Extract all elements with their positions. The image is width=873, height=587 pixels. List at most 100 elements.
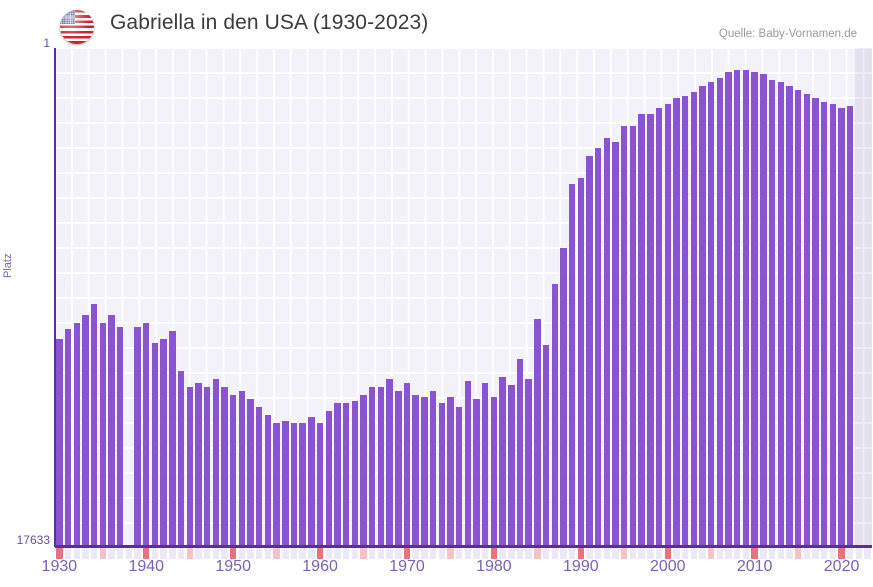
- bar-1965[interactable]: [360, 395, 367, 547]
- bar-1953[interactable]: [256, 407, 263, 547]
- bar-1989[interactable]: [568, 183, 576, 547]
- bar-1935[interactable]: [99, 323, 106, 547]
- bar-1994[interactable]: [612, 141, 619, 547]
- bar-1936[interactable]: [108, 315, 115, 547]
- year-marker-2015: [794, 548, 802, 559]
- bar-1998[interactable]: [647, 113, 654, 547]
- bar-1930[interactable]: [56, 339, 63, 547]
- bar-1981[interactable]: [499, 377, 506, 547]
- bar-1999[interactable]: [655, 107, 663, 547]
- bar-1971[interactable]: [412, 395, 419, 547]
- bar-1988[interactable]: [560, 247, 567, 547]
- bar-1959[interactable]: [308, 417, 315, 547]
- bar-1977[interactable]: [464, 381, 472, 547]
- bar-1950[interactable]: [229, 395, 237, 547]
- bar-1972[interactable]: [421, 397, 428, 547]
- bar-2014[interactable]: [786, 85, 793, 547]
- bar-1933[interactable]: [82, 315, 89, 547]
- year-marker-1986: [542, 548, 550, 559]
- bar-1990[interactable]: [577, 177, 585, 547]
- bar-1962[interactable]: [334, 403, 341, 547]
- bar-1937[interactable]: [116, 327, 124, 547]
- bar-1964[interactable]: [351, 401, 359, 547]
- bar-1963[interactable]: [342, 403, 350, 547]
- bar-1934[interactable]: [90, 303, 98, 547]
- bar-1969[interactable]: [395, 391, 402, 547]
- bar-1942[interactable]: [160, 339, 167, 547]
- bar-1978[interactable]: [473, 399, 480, 547]
- bar-1987[interactable]: [551, 283, 558, 547]
- bar-1968[interactable]: [386, 379, 393, 547]
- bar-2021[interactable]: [847, 105, 854, 547]
- bar-1993[interactable]: [603, 137, 611, 547]
- bar-1951[interactable]: [238, 391, 246, 547]
- bar-1986[interactable]: [542, 345, 550, 547]
- bar-1973[interactable]: [429, 391, 437, 547]
- bar-1974[interactable]: [438, 403, 445, 547]
- bar-1947[interactable]: [203, 387, 211, 547]
- bar-2002[interactable]: [681, 95, 689, 547]
- bar-1967[interactable]: [377, 387, 385, 547]
- bar-2011[interactable]: [760, 73, 767, 547]
- bar-2009[interactable]: [742, 69, 750, 547]
- bar-1997[interactable]: [638, 113, 645, 547]
- bar-2017[interactable]: [812, 97, 819, 547]
- bar-1941[interactable]: [151, 343, 159, 547]
- bar-1976[interactable]: [455, 407, 463, 547]
- bar-2000[interactable]: [664, 103, 671, 547]
- bar-2012[interactable]: [768, 79, 776, 547]
- bar-2016[interactable]: [803, 93, 811, 547]
- bar-2020[interactable]: [838, 107, 845, 547]
- bar-1996[interactable]: [629, 125, 637, 547]
- bar-1982[interactable]: [508, 385, 515, 547]
- bar-1984[interactable]: [525, 379, 532, 547]
- bar-1952[interactable]: [247, 399, 254, 547]
- bar-2010[interactable]: [751, 71, 758, 547]
- bar-2008[interactable]: [734, 69, 741, 547]
- y-axis-top-label: 1: [43, 36, 50, 50]
- bar-2019[interactable]: [829, 103, 837, 547]
- bar-1960[interactable]: [316, 423, 324, 547]
- year-marker-2016: [803, 548, 811, 559]
- bar-1956[interactable]: [282, 421, 289, 547]
- bar-2005[interactable]: [707, 81, 715, 547]
- bar-1946[interactable]: [195, 383, 202, 547]
- year-marker-1964: [351, 548, 359, 559]
- bar-1957[interactable]: [290, 423, 298, 547]
- bar-1932[interactable]: [73, 323, 80, 547]
- bar-1945[interactable]: [186, 387, 193, 547]
- bar-1983[interactable]: [516, 359, 524, 547]
- bar-1966[interactable]: [369, 387, 376, 547]
- bar-1940[interactable]: [143, 323, 150, 547]
- bar-1954[interactable]: [264, 415, 272, 547]
- bar-1958[interactable]: [299, 423, 306, 547]
- bar-1939[interactable]: [134, 327, 141, 547]
- bar-1992[interactable]: [595, 147, 602, 547]
- bar-1943[interactable]: [169, 331, 176, 547]
- bar-2007[interactable]: [725, 71, 732, 547]
- bar-2015[interactable]: [794, 89, 802, 547]
- year-marker-1966: [369, 548, 376, 559]
- year-marker-1962: [334, 548, 341, 559]
- bar-1991[interactable]: [586, 155, 593, 547]
- bar-1931[interactable]: [64, 329, 72, 547]
- bar-1975[interactable]: [447, 397, 454, 547]
- bar-1995[interactable]: [621, 125, 628, 547]
- bar-2004[interactable]: [699, 85, 706, 547]
- bar-2001[interactable]: [673, 97, 680, 547]
- bar-1980[interactable]: [490, 397, 498, 547]
- bar-2013[interactable]: [777, 81, 784, 547]
- bar-1985[interactable]: [534, 319, 541, 547]
- bar-1955[interactable]: [273, 423, 280, 547]
- bar-1961[interactable]: [325, 411, 332, 547]
- bar-1949[interactable]: [221, 387, 228, 547]
- bar-1979[interactable]: [482, 383, 489, 547]
- year-marker-1985: [534, 548, 541, 559]
- bar-1944[interactable]: [177, 371, 185, 547]
- bar-1970[interactable]: [403, 383, 411, 547]
- bar-2003[interactable]: [690, 91, 698, 547]
- usa-flag-icon: [60, 10, 94, 44]
- bar-1948[interactable]: [212, 379, 219, 547]
- bar-2006[interactable]: [716, 77, 724, 547]
- bar-2018[interactable]: [820, 101, 828, 547]
